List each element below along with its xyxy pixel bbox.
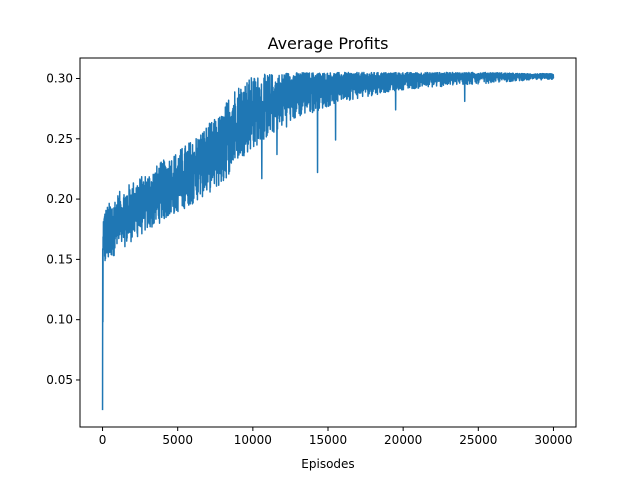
x-tick-label: 30000 (534, 433, 572, 447)
x-tick-label: 10000 (234, 433, 272, 447)
y-tick-label: 0.30 (46, 72, 73, 86)
x-tick-label: 15000 (309, 433, 347, 447)
series-line (101, 71, 555, 411)
x-tick-label: 0 (99, 433, 107, 447)
x-axis-label: Episodes (301, 457, 354, 471)
chart-title: Average Profits (268, 34, 389, 53)
y-tick-label: 0.20 (46, 192, 73, 206)
x-tick-label: 20000 (384, 433, 422, 447)
x-tick-label: 5000 (162, 433, 193, 447)
y-tick-label: 0.10 (46, 313, 73, 327)
y-tick-label: 0.15 (46, 252, 73, 266)
axes: 0 5000 10000 15000 20000 25000 30000 0.05 0.10 0.… (46, 57, 577, 447)
x-tick-label: 25000 (459, 433, 497, 447)
y-tick-label: 0.25 (46, 132, 73, 146)
y-tick-label: 0.05 (46, 373, 73, 387)
plot-area (101, 71, 555, 411)
